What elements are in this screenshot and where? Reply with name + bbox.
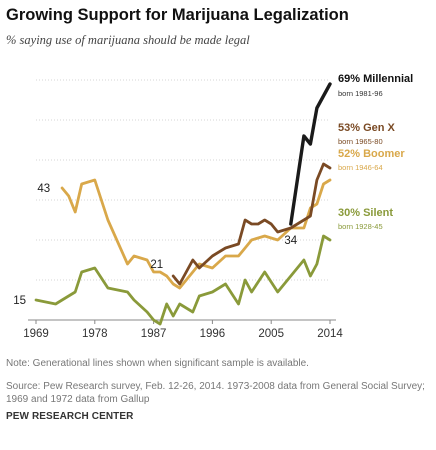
series-label: 52% Boomer bbox=[338, 148, 405, 160]
chart-note: Note: Generational lines shown when sign… bbox=[6, 358, 309, 369]
x-axis: 1969 1978 1987 1996 2005 2014 bbox=[23, 319, 343, 340]
series-line-boomer bbox=[60, 178, 332, 290]
x-tick-label: 2005 bbox=[258, 328, 284, 340]
x-tick-label: 2014 bbox=[317, 328, 343, 340]
x-tick-label: 1987 bbox=[141, 328, 167, 340]
x-tick-label: 1969 bbox=[23, 328, 49, 340]
chart-source: Source: Pew Research survey, Feb. 12-26,… bbox=[6, 381, 425, 405]
series-born-label: born 1965-80 bbox=[338, 137, 383, 146]
x-tick-label: 1996 bbox=[200, 328, 226, 340]
chart-labels: 69% Millennial born 1981-96 53% Gen X born … bbox=[13, 73, 413, 307]
x-tick-label: 1978 bbox=[82, 328, 108, 340]
series-born-label: born 1981-96 bbox=[338, 89, 383, 98]
line-chart: 1969 1978 1987 1996 2005 2014 69% Millennial b… bbox=[13, 73, 413, 340]
chart-series bbox=[34, 82, 332, 326]
series-line-gen-x bbox=[171, 162, 332, 286]
series-born-label: born 1928-45 bbox=[338, 222, 383, 231]
series-label: 53% Gen X bbox=[338, 122, 396, 134]
series-line-silent bbox=[34, 234, 332, 326]
data-label: 43 bbox=[37, 183, 50, 195]
chart-title: Growing Support for Marijuana Legalizati… bbox=[6, 6, 349, 24]
series-label: 30% Silent bbox=[338, 207, 393, 219]
series-line-millennial bbox=[289, 82, 332, 226]
series-born-label: born 1946-64 bbox=[338, 163, 383, 172]
data-label: 34 bbox=[284, 235, 297, 247]
data-label: 21 bbox=[150, 259, 163, 271]
series-label: 69% Millennial bbox=[338, 73, 413, 85]
chart-grid bbox=[36, 79, 330, 281]
data-label: 15 bbox=[13, 295, 26, 307]
chart-subtitle: % saying use of marijuana should be made… bbox=[6, 33, 250, 47]
organization-name: PEW RESEARCH CENTER bbox=[6, 411, 134, 422]
